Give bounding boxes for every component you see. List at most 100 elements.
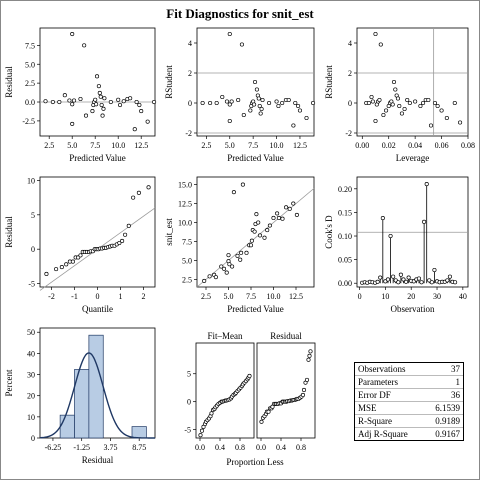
x-axis-label: Predicted Value [227, 153, 284, 163]
y-tick-label: 40 [27, 349, 35, 358]
panel-5: 0 10 20 30 40 0.00 0.05 0.10 0.15 0.20 Observation… [324, 176, 469, 314]
data-point [300, 392, 306, 398]
data-point [230, 264, 235, 269]
y-tick-label: 30 [27, 371, 35, 380]
x-tick-label: 10.0 [111, 141, 125, 150]
needle-point [432, 267, 437, 273]
x-tick-label: 0.4 [215, 443, 225, 452]
data-point [432, 100, 438, 106]
data-point [377, 97, 382, 103]
data-point [259, 419, 264, 424]
stats-label: R-Square [358, 416, 392, 426]
data-point [254, 212, 259, 217]
needle-point [419, 280, 424, 285]
data-point [262, 235, 267, 240]
data-point [231, 190, 236, 195]
data-point [239, 250, 244, 255]
y-tick-label: 0 [31, 434, 35, 443]
data-point [258, 111, 263, 116]
x-tick-label: 0.08 [461, 141, 475, 150]
data-point [439, 108, 444, 113]
x-tick-label: -1 [71, 292, 78, 301]
needle-point [388, 233, 393, 239]
x-tick-label: 10.0 [267, 292, 281, 301]
data-point [208, 100, 213, 106]
data-point [213, 275, 218, 280]
data-point [390, 102, 395, 107]
data-point [267, 223, 272, 228]
y-tick-label: 10 [27, 413, 35, 422]
data-point [78, 96, 83, 102]
data-point [70, 31, 75, 37]
needle-point [380, 216, 385, 221]
plot-frame [39, 27, 156, 137]
data-point [219, 264, 224, 269]
y-tick-label: 10.0 [178, 219, 192, 228]
data-point [381, 112, 386, 118]
data-point [224, 270, 229, 275]
data-point [57, 99, 62, 105]
data-point [97, 90, 102, 96]
data-point [83, 113, 89, 118]
data-point [418, 103, 423, 109]
stats-value: 0.9167 [435, 429, 460, 439]
stats-label: Observations [358, 364, 406, 374]
data-point [93, 97, 98, 102]
data-point [44, 271, 49, 276]
x-axis-label: Proportion Less [226, 457, 284, 467]
data-point [94, 102, 99, 107]
reference-line [196, 188, 315, 288]
histogram-bar [131, 426, 147, 439]
subpanel-label: Residual [270, 331, 302, 341]
data-point [435, 103, 440, 109]
data-point [301, 387, 307, 392]
y-axis-label: Residual [4, 216, 14, 248]
y-tick-label: 0 [31, 245, 35, 254]
x-tick-label: 0.8 [296, 443, 306, 452]
data-point [70, 121, 75, 126]
y-axis-label: Residual [4, 66, 14, 98]
data-point [373, 118, 378, 124]
data-point [227, 118, 232, 124]
data-point [291, 201, 296, 206]
x-tick-label: 2.5 [201, 141, 211, 150]
data-point [308, 349, 313, 354]
x-axis-label: Predicted Value [69, 153, 126, 163]
data-point [287, 206, 292, 211]
plot-frame [196, 176, 315, 288]
data-point [280, 100, 285, 106]
data-point [249, 238, 254, 243]
data-point [132, 127, 137, 132]
y-tick-label: 0 [187, 398, 191, 407]
data-point [260, 97, 265, 103]
x-tick-label: 2.5 [44, 141, 54, 150]
stats-row-parameters: Parameters 1 [355, 376, 463, 389]
x-axis-label: Observation [391, 304, 435, 314]
y-tick-label: 50 [27, 328, 35, 337]
x-tick-label: 0.0 [195, 443, 205, 452]
data-point [229, 99, 234, 104]
data-point [207, 274, 212, 279]
data-point [280, 216, 285, 221]
panel-7: Fit–Mean 0.0 0.4 0.8 -5 0 5 Residual 0.0 0.4 0.8 Pr… [184, 331, 316, 467]
data-point [248, 243, 254, 248]
data-point [227, 31, 232, 37]
data-point [198, 433, 203, 438]
data-point [202, 278, 207, 283]
data-point [70, 102, 75, 107]
data-point [200, 100, 205, 106]
x-axis-label: Residual [82, 455, 114, 465]
x-tick-label: -6.25 [45, 443, 62, 452]
x-tick-label: 40 [459, 292, 467, 301]
data-point [70, 259, 75, 264]
data-point [117, 240, 122, 246]
stats-row-error-df: Error DF 36 [355, 389, 463, 402]
data-point [428, 123, 434, 128]
figure-title: Fit Diagnostics for snit_est [166, 6, 314, 21]
data-point [252, 229, 257, 234]
data-point [71, 98, 77, 103]
data-point [294, 212, 299, 217]
y-tick-label: 10 [27, 176, 35, 185]
x-tick-label: 8.75 [132, 443, 146, 452]
data-point [252, 102, 257, 107]
